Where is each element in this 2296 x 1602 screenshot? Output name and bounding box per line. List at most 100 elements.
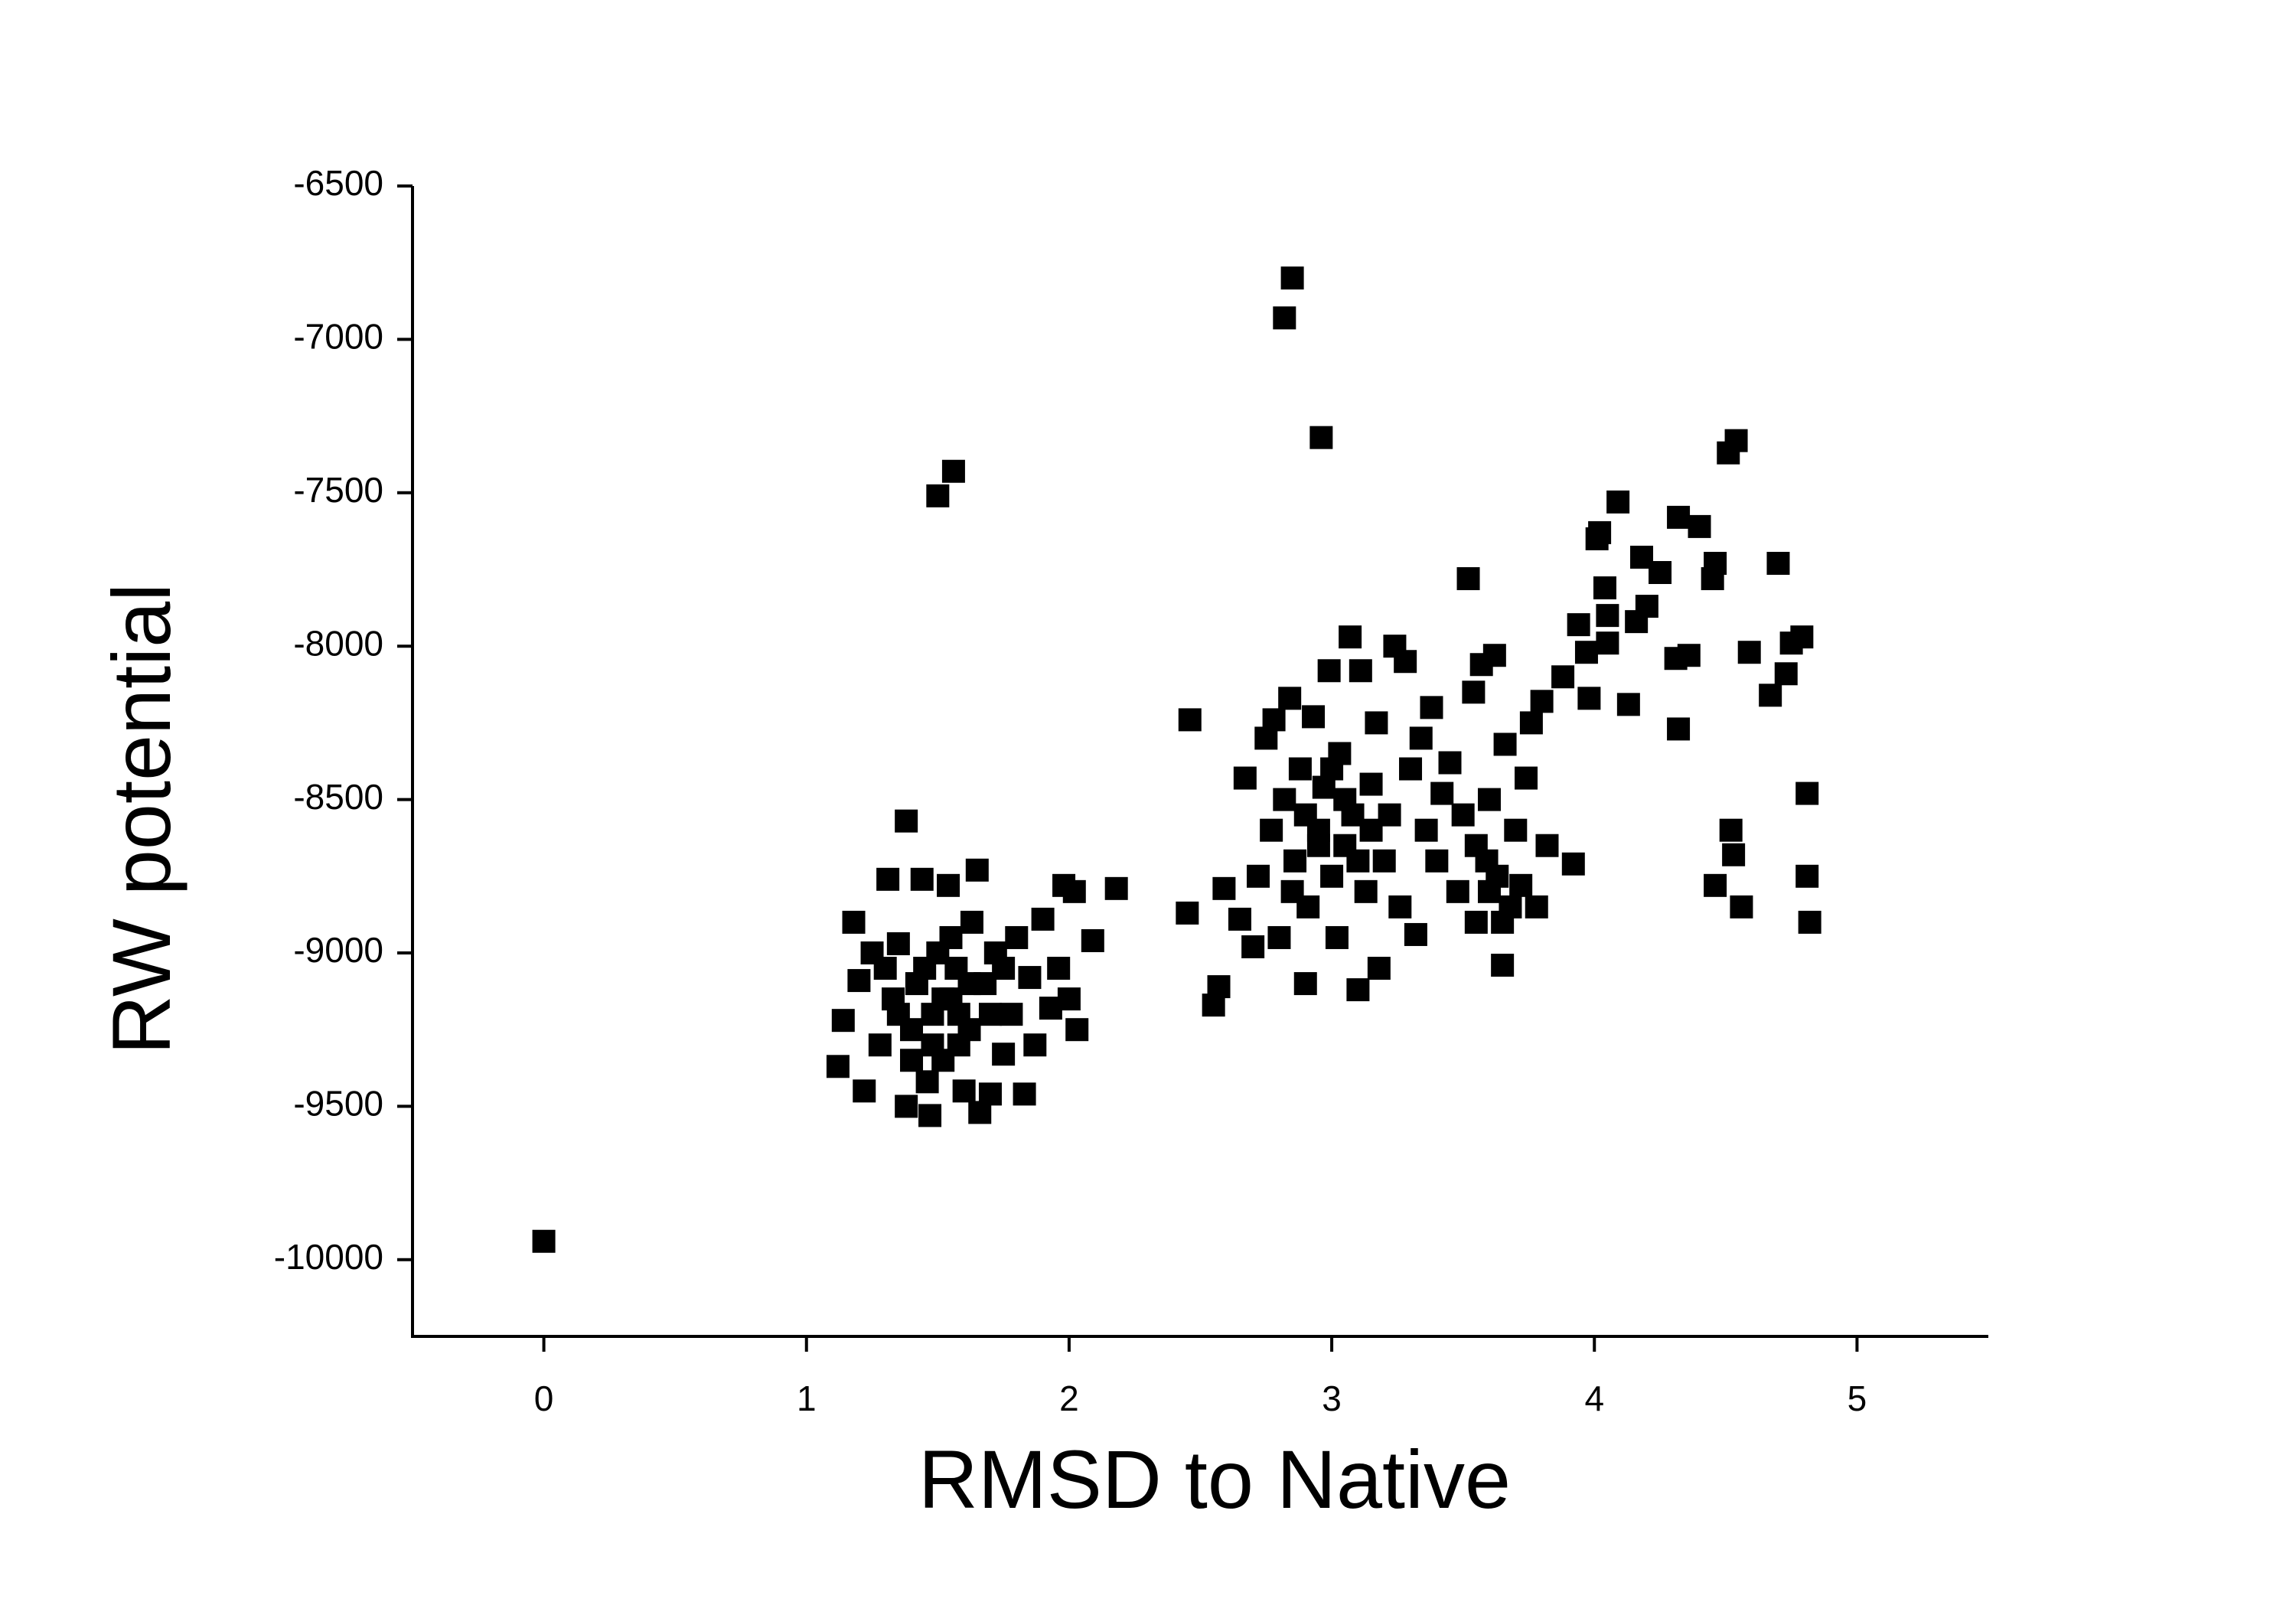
point xyxy=(1178,708,1202,732)
point xyxy=(1677,644,1701,667)
point xyxy=(1346,978,1370,1002)
point xyxy=(1462,680,1486,704)
point xyxy=(1519,711,1543,735)
point xyxy=(926,484,950,507)
point xyxy=(1635,595,1658,618)
point xyxy=(1451,803,1475,827)
y-tick-label: -8000 xyxy=(293,623,383,663)
point xyxy=(1280,266,1304,290)
point xyxy=(1596,604,1619,628)
point xyxy=(1000,1003,1023,1026)
point xyxy=(1798,910,1821,934)
point xyxy=(1766,551,1790,575)
point xyxy=(937,873,960,897)
point xyxy=(868,1033,892,1057)
point xyxy=(1425,849,1449,873)
point xyxy=(1018,966,1042,990)
point xyxy=(1574,641,1598,664)
point xyxy=(1509,873,1533,897)
point xyxy=(826,1055,850,1078)
point xyxy=(1759,684,1782,707)
point xyxy=(1667,717,1691,741)
point xyxy=(842,910,866,934)
point xyxy=(847,969,871,993)
point xyxy=(1795,864,1819,888)
point xyxy=(1606,490,1630,514)
point xyxy=(1414,818,1438,842)
point xyxy=(1013,1082,1036,1106)
point xyxy=(1535,834,1559,857)
y-tick-label: -6500 xyxy=(293,163,383,203)
point xyxy=(1339,625,1362,649)
x-tick-label: 1 xyxy=(797,1379,817,1418)
point xyxy=(1176,901,1199,925)
point xyxy=(1057,987,1081,1011)
x-tick-label: 2 xyxy=(1059,1379,1079,1418)
point xyxy=(1359,818,1383,842)
x-axis-label: RMSD to Native xyxy=(918,1433,1511,1525)
point xyxy=(960,910,983,934)
point xyxy=(1446,879,1469,903)
point xyxy=(941,459,965,483)
point xyxy=(1464,910,1488,934)
point xyxy=(910,867,934,891)
point xyxy=(1065,1018,1089,1042)
point xyxy=(1649,561,1672,585)
point xyxy=(1394,650,1417,674)
point xyxy=(886,932,910,955)
point xyxy=(1790,625,1814,649)
point xyxy=(1280,879,1304,903)
point xyxy=(1283,849,1307,873)
point xyxy=(921,1033,944,1057)
point xyxy=(1704,873,1727,897)
point xyxy=(1404,922,1427,946)
y-tick-label: -7500 xyxy=(293,470,383,510)
point xyxy=(1737,641,1761,664)
point xyxy=(992,1042,1016,1066)
point xyxy=(1359,772,1383,796)
point xyxy=(1482,644,1506,667)
point xyxy=(532,1229,556,1253)
point xyxy=(1246,864,1270,888)
point xyxy=(1273,306,1296,330)
point xyxy=(1477,879,1501,903)
y-axis-label: RW potential xyxy=(95,583,188,1055)
point xyxy=(1005,925,1029,949)
point xyxy=(1320,757,1344,781)
y-tick-label: -9000 xyxy=(293,930,383,970)
point xyxy=(1302,705,1326,729)
point xyxy=(1530,690,1554,713)
point xyxy=(1372,849,1396,873)
y-tick-label: -7000 xyxy=(293,317,383,357)
point xyxy=(1306,834,1330,857)
point xyxy=(1212,876,1236,900)
point xyxy=(1241,935,1265,958)
point xyxy=(831,1009,855,1033)
point xyxy=(1367,957,1391,980)
point xyxy=(1667,505,1691,529)
point xyxy=(886,1003,910,1026)
point xyxy=(1278,687,1302,710)
point xyxy=(853,1079,876,1103)
point xyxy=(1491,954,1515,977)
point xyxy=(1477,788,1501,811)
point xyxy=(1515,766,1538,790)
x-tick-label: 5 xyxy=(1848,1379,1867,1418)
point xyxy=(1293,803,1317,827)
point xyxy=(1228,907,1251,931)
point xyxy=(1722,843,1746,866)
point xyxy=(1288,757,1312,781)
point xyxy=(1062,879,1086,903)
point xyxy=(1774,662,1798,686)
point xyxy=(1309,426,1333,449)
point xyxy=(1333,788,1357,811)
point xyxy=(1430,781,1454,805)
x-tick-label: 4 xyxy=(1584,1379,1604,1418)
point xyxy=(1596,631,1619,655)
point xyxy=(1293,972,1317,996)
point xyxy=(1023,1033,1047,1057)
point xyxy=(873,957,897,980)
point xyxy=(1704,551,1727,575)
point xyxy=(965,858,989,882)
